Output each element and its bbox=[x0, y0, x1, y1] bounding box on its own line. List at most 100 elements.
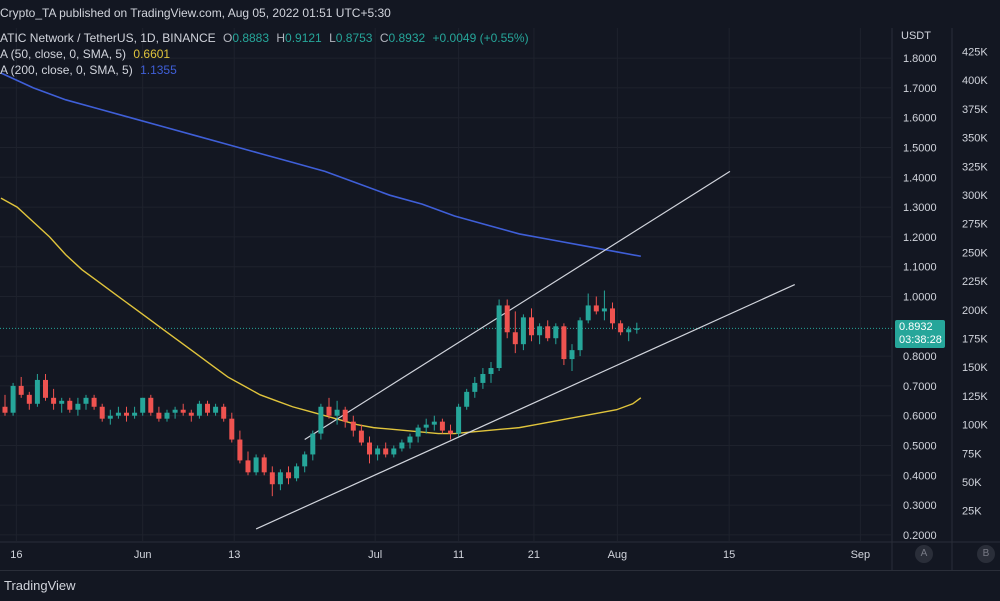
volume-tick-label: 50K bbox=[962, 477, 982, 489]
candle-body bbox=[269, 472, 275, 485]
candle-body bbox=[196, 403, 202, 416]
last-price-tag: 0.8932 03:38:28 bbox=[895, 320, 945, 348]
candle-body bbox=[496, 305, 502, 369]
candle-body bbox=[407, 436, 413, 443]
symbol-name: ATIC Network / TetherUS, 1D, BINANCE bbox=[0, 31, 216, 45]
bar-countdown: 03:38:28 bbox=[899, 334, 942, 346]
candle-body bbox=[464, 391, 470, 407]
candle-body bbox=[610, 308, 615, 324]
ma200-legend[interactable]: A (200, close, 0, SMA, 5) 1.1355 bbox=[0, 63, 177, 77]
candle-body bbox=[188, 412, 194, 416]
volume-tick-label: 300K bbox=[962, 190, 988, 202]
candle-body bbox=[10, 385, 16, 413]
price-tick-label: 1.0000 bbox=[903, 292, 937, 304]
candle-body bbox=[618, 323, 624, 333]
candle-body bbox=[253, 457, 259, 473]
volume-tick-label: 225K bbox=[962, 276, 988, 288]
candle-body bbox=[553, 326, 559, 339]
volume-tick-label: 100K bbox=[962, 420, 988, 432]
candle-body bbox=[423, 424, 429, 428]
candle-body bbox=[205, 403, 210, 413]
price-tick-label: 0.7000 bbox=[903, 381, 937, 393]
candle-body bbox=[140, 397, 146, 413]
ma50-legend[interactable]: A (50, close, 0, SMA, 5) 0.6601 bbox=[0, 47, 170, 61]
price-tick-label: 1.8000 bbox=[903, 53, 937, 65]
candle-body bbox=[334, 409, 340, 416]
candle-body bbox=[448, 430, 453, 434]
candle-body bbox=[18, 385, 24, 395]
currency-label[interactable]: USDT bbox=[901, 30, 931, 42]
candle-body bbox=[634, 328, 640, 330]
candle-body bbox=[456, 406, 462, 434]
candle-body bbox=[148, 397, 154, 413]
candle-body bbox=[399, 442, 405, 449]
change-value: +0.0049 (+0.55%) bbox=[432, 31, 529, 45]
time-tick-label: Jun bbox=[134, 549, 152, 561]
auto-scale-button[interactable]: A bbox=[915, 545, 933, 563]
time-tick-label: 16 bbox=[10, 549, 22, 561]
candle-body bbox=[115, 412, 121, 416]
volume-tick-label: 350K bbox=[962, 133, 988, 145]
candle-body bbox=[302, 454, 308, 467]
candle-body bbox=[67, 400, 73, 410]
candle-body bbox=[26, 394, 32, 404]
candle-body bbox=[83, 397, 89, 404]
price-tick-label: 1.5000 bbox=[903, 143, 937, 155]
candle-body bbox=[229, 418, 235, 440]
price-tick-label: 0.3000 bbox=[903, 500, 937, 512]
candle-body bbox=[512, 332, 518, 345]
lower-trendline bbox=[255, 284, 795, 530]
candle-body bbox=[375, 448, 381, 455]
candle-body bbox=[164, 412, 170, 419]
candle-body bbox=[342, 409, 348, 422]
candle-body bbox=[367, 442, 372, 455]
candle-body bbox=[132, 412, 138, 416]
candle-body bbox=[91, 397, 97, 407]
candle-body bbox=[601, 308, 607, 312]
candle-body bbox=[350, 421, 356, 431]
volume-tick-label: 250K bbox=[962, 247, 988, 259]
candle-body bbox=[277, 472, 283, 485]
candle-body bbox=[2, 406, 8, 413]
candle-body bbox=[577, 320, 583, 351]
open-label: O bbox=[222, 31, 233, 45]
tradingview-brand[interactable]: TradingView bbox=[4, 578, 76, 593]
price-tick-label: 0.8000 bbox=[903, 351, 937, 363]
publisher-line: Crypto_TA published on TradingView.com, … bbox=[0, 6, 391, 20]
high-value: 0.9121 bbox=[285, 31, 322, 45]
symbol-legend[interactable]: ATIC Network / TetherUS, 1D, BINANCE O 0.… bbox=[0, 31, 529, 45]
candle-body bbox=[107, 415, 113, 419]
candle-body bbox=[488, 368, 494, 374]
time-tick-label: 11 bbox=[453, 549, 464, 561]
time-tick-label: Sep bbox=[851, 549, 871, 561]
chart-settings-button[interactable]: B bbox=[977, 545, 995, 563]
low-label: L bbox=[329, 31, 336, 45]
candle-body bbox=[59, 400, 65, 404]
candle-body bbox=[529, 317, 534, 336]
time-tick-label: Aug bbox=[608, 549, 628, 561]
candle-body bbox=[51, 397, 57, 404]
volume-tick-label: 425K bbox=[962, 47, 988, 59]
candle-body bbox=[472, 382, 478, 392]
low-value: 0.8753 bbox=[335, 31, 373, 45]
candle-body bbox=[180, 409, 186, 413]
candle-body bbox=[415, 427, 421, 437]
candle-body bbox=[561, 326, 567, 360]
price-tick-label: 0.6000 bbox=[903, 411, 937, 423]
candle-body bbox=[504, 305, 510, 333]
ma200-label: A (200, close, 0, SMA, 5) bbox=[0, 63, 133, 77]
volume-tick-label: 125K bbox=[962, 391, 988, 403]
volume-tick-label: 150K bbox=[962, 362, 988, 374]
candle-body bbox=[245, 460, 251, 473]
price-tick-label: 1.2000 bbox=[903, 232, 937, 244]
ma50-label: A (50, close, 0, SMA, 5) bbox=[0, 47, 127, 61]
candle-body bbox=[326, 406, 332, 416]
ma50-line bbox=[0, 197, 642, 435]
upper-trendline bbox=[304, 170, 731, 441]
price-tick-label: 0.5000 bbox=[903, 441, 937, 453]
candle-body bbox=[569, 350, 575, 360]
ma200-line bbox=[0, 72, 641, 258]
time-tick-label: 15 bbox=[723, 549, 735, 561]
